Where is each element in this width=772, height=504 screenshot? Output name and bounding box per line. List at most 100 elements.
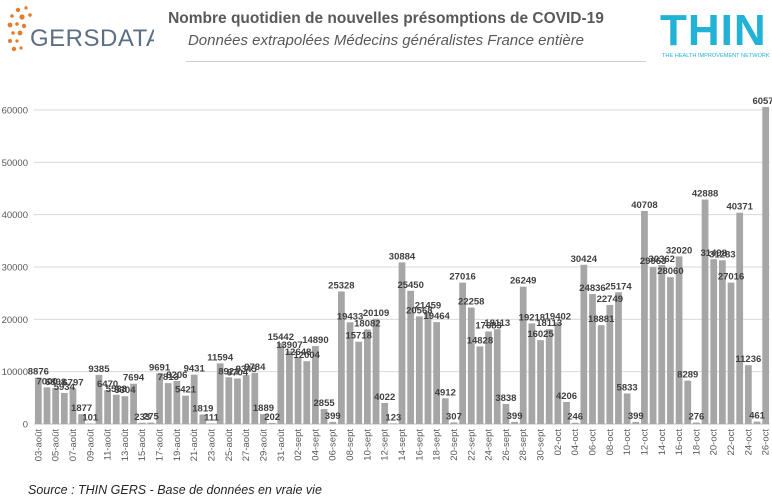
x-tick-label: 12-sept	[380, 429, 391, 461]
bar	[208, 423, 215, 424]
bar	[294, 357, 302, 424]
bar	[589, 294, 596, 424]
x-tick-label: 13-août	[120, 429, 131, 462]
data-label: 28060	[657, 266, 683, 277]
bar	[130, 383, 137, 424]
data-label: 15442	[268, 332, 294, 343]
data-label: 8206	[166, 370, 187, 381]
bar	[34, 377, 42, 424]
data-label: 25174	[605, 281, 632, 292]
data-label: 4912	[435, 387, 456, 398]
data-label: 7000	[36, 376, 57, 387]
bar	[658, 265, 666, 424]
data-label: 307	[446, 411, 462, 422]
data-label: 5833	[617, 382, 638, 393]
x-tick-label: 07-août	[68, 429, 79, 462]
y-tick-label: 50000	[2, 158, 28, 169]
bar	[43, 387, 51, 424]
bar	[736, 212, 744, 424]
bar	[424, 311, 432, 424]
logo-dot	[8, 39, 12, 43]
x-tick-label: 24-oct	[743, 429, 754, 456]
x-tick-label: 08-oct	[605, 429, 616, 456]
data-label: 233	[134, 412, 150, 423]
bar	[407, 290, 415, 424]
bar	[632, 421, 640, 424]
bar	[441, 398, 449, 424]
bar	[762, 107, 770, 424]
bar	[667, 277, 674, 424]
data-label: 6470	[97, 379, 118, 390]
y-tick-label: 20000	[2, 315, 28, 326]
x-tick-label: 22-sept	[466, 429, 477, 461]
x-tick-label: 30-sept	[536, 429, 547, 461]
data-label: 20568	[406, 305, 432, 316]
data-label: 14890	[302, 335, 328, 346]
data-label: 19218	[519, 312, 545, 323]
bar	[744, 365, 752, 424]
bar	[684, 380, 692, 424]
bar	[519, 286, 527, 424]
bar	[251, 372, 259, 424]
x-tick-label: 15-août	[137, 429, 148, 462]
x-tick-label: 28-sept	[518, 429, 529, 461]
y-tick-label: 30000	[2, 263, 28, 274]
y-tick-label: 0	[23, 420, 28, 431]
x-tick-label: 03-août	[33, 429, 44, 462]
x-tick-label: 02-sept	[293, 429, 304, 461]
data-label: 15718	[345, 331, 371, 342]
data-label: 202	[264, 412, 280, 423]
data-label: 25328	[328, 280, 354, 291]
data-label: 29963	[640, 256, 666, 267]
bar	[459, 282, 466, 424]
data-label: 31498	[701, 248, 727, 259]
x-tick-label: 23-août	[207, 429, 218, 462]
x-tick-label: 14-oct	[657, 429, 668, 456]
bar	[190, 374, 198, 424]
thin-logo: THIN THE HEALTH IMPROVEMENT NETWORK	[660, 6, 770, 59]
bar	[476, 346, 484, 424]
bar	[537, 340, 544, 424]
chart-title: Nombre quotidien de nouvelles présomptio…	[168, 10, 604, 27]
bar	[450, 422, 458, 424]
bar	[727, 282, 735, 424]
data-label: 30884	[389, 251, 416, 262]
data-label: 30362	[649, 254, 675, 265]
bar	[104, 390, 111, 424]
bar	[112, 394, 120, 424]
bar	[234, 378, 241, 424]
bar	[493, 329, 501, 424]
data-label: 8876	[28, 367, 49, 378]
data-label: 19402	[545, 311, 571, 322]
logo-dot	[15, 7, 21, 13]
bar	[277, 343, 285, 424]
bar	[563, 401, 570, 424]
x-tick-label: 08-sept	[345, 429, 356, 461]
bar	[216, 363, 224, 424]
bar	[389, 423, 397, 424]
x-tick-label: 24-sept	[484, 429, 495, 461]
gersdata-logo-text: GERSDATA	[30, 25, 154, 52]
source-note: Source : THIN GERS - Base de données en …	[28, 483, 322, 497]
data-label: 399	[628, 411, 644, 422]
bar-chart: 8876700068985934679718771019385647055885…	[2, 96, 772, 462]
x-tick-label: 10-oct	[622, 429, 633, 456]
bar	[580, 264, 588, 424]
data-label: 3838	[495, 393, 516, 404]
logo-dot	[28, 13, 32, 17]
bar	[242, 375, 250, 424]
data-label: 32020	[666, 245, 692, 256]
bar	[346, 322, 354, 424]
bar	[312, 346, 319, 424]
bar	[286, 351, 293, 424]
x-tick-label: 18-sept	[432, 429, 443, 461]
data-label: 9385	[88, 364, 110, 375]
bar	[363, 329, 371, 424]
data-label: 5588	[106, 384, 127, 395]
logo-dot	[25, 6, 27, 8]
bar	[78, 414, 86, 424]
data-label: 461	[749, 411, 766, 422]
data-label: 30424	[571, 254, 598, 265]
data-label: 5421	[175, 385, 197, 396]
bar	[753, 421, 761, 424]
